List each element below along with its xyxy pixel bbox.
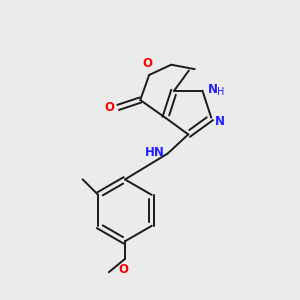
Text: HN: HN (145, 146, 165, 159)
Text: N: N (208, 83, 218, 96)
Text: O: O (105, 101, 115, 114)
Text: O: O (142, 57, 153, 70)
Text: N: N (215, 115, 225, 128)
Text: O: O (118, 263, 128, 276)
Text: H: H (217, 87, 225, 97)
